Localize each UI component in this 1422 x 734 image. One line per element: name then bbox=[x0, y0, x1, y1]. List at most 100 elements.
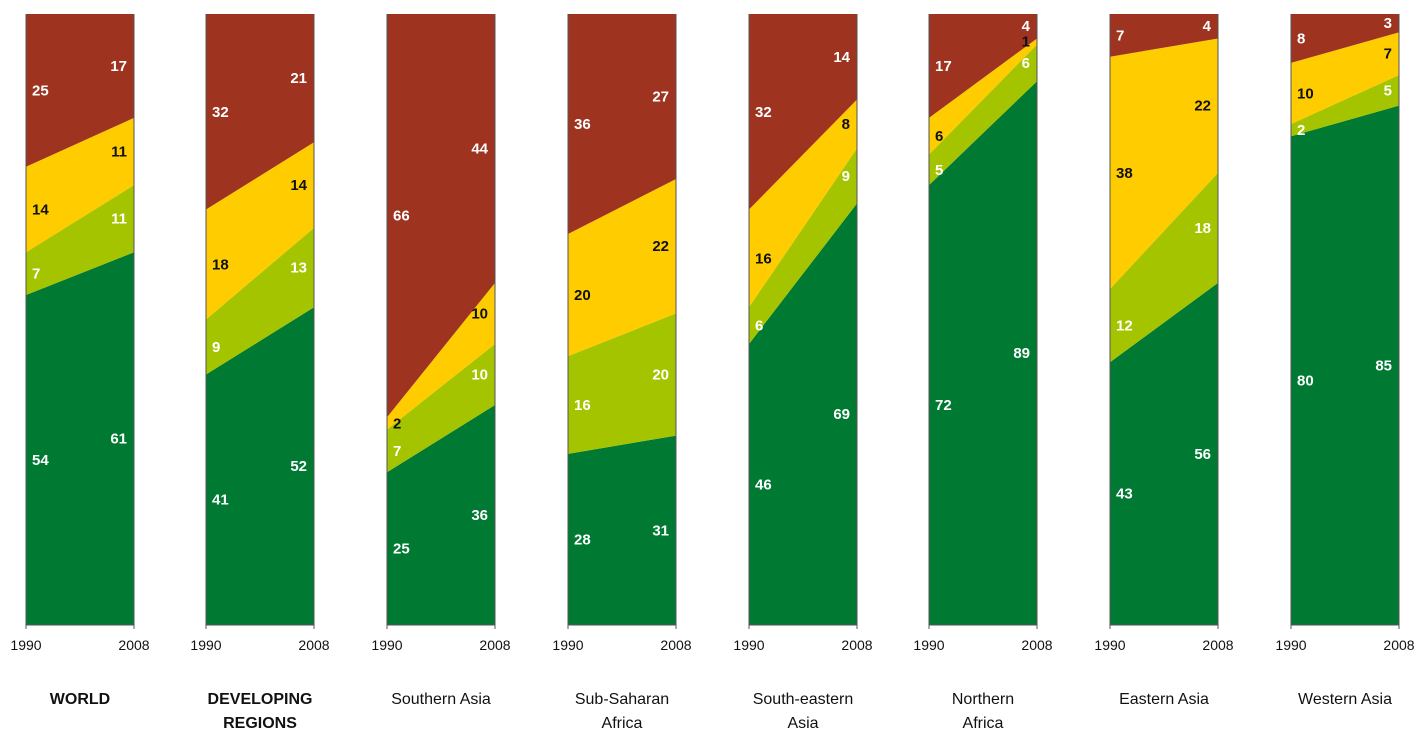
value-label: 8 bbox=[1297, 30, 1305, 47]
region-label: REGIONS bbox=[223, 715, 297, 732]
area-segment_2 bbox=[26, 185, 134, 296]
value-label: 7 bbox=[1384, 46, 1392, 63]
area-segment_1 bbox=[1110, 282, 1218, 625]
value-label: 3 bbox=[1384, 15, 1392, 32]
area-segment_4 bbox=[206, 14, 314, 210]
tick-label-1990: 1990 bbox=[190, 637, 221, 653]
tick-label-2008: 2008 bbox=[118, 637, 149, 653]
value-label: 69 bbox=[833, 406, 850, 423]
value-label: 4 bbox=[1203, 18, 1212, 35]
area-segment_4 bbox=[387, 14, 495, 418]
value-label: 13 bbox=[290, 260, 307, 277]
value-label: 46 bbox=[755, 476, 772, 493]
value-label: 22 bbox=[1194, 98, 1211, 115]
region-label: Eastern Asia bbox=[1119, 691, 1209, 708]
value-label: 28 bbox=[574, 531, 591, 548]
value-label: 6 bbox=[935, 128, 943, 145]
area-segment_3 bbox=[1291, 32, 1399, 124]
tick-label-2008: 2008 bbox=[479, 637, 510, 653]
value-label: 10 bbox=[471, 366, 488, 383]
tick-label-1990: 1990 bbox=[552, 637, 583, 653]
value-label: 25 bbox=[32, 82, 49, 99]
value-label: 20 bbox=[574, 287, 591, 304]
value-label: 7 bbox=[1116, 27, 1124, 44]
value-label: 14 bbox=[32, 202, 49, 219]
value-label: 2 bbox=[1297, 122, 1305, 139]
value-label: 10 bbox=[471, 305, 488, 322]
value-label: 17 bbox=[935, 58, 952, 75]
area-segment_3 bbox=[26, 117, 134, 253]
value-label: 10 bbox=[1297, 85, 1314, 102]
value-label: 43 bbox=[1116, 486, 1133, 503]
area-segment_2 bbox=[206, 227, 314, 375]
value-label: 7 bbox=[393, 443, 401, 460]
area-segment_3 bbox=[568, 178, 676, 357]
region-label: Africa bbox=[963, 715, 1004, 732]
area-segment_4 bbox=[568, 14, 676, 234]
tick-label-1990: 1990 bbox=[10, 637, 41, 653]
area-segment_2 bbox=[1110, 172, 1218, 363]
value-label: 16 bbox=[755, 250, 772, 267]
area-segment_4 bbox=[1291, 14, 1399, 63]
area-segment_1 bbox=[749, 203, 857, 625]
value-label: 85 bbox=[1375, 357, 1392, 374]
tick-label-2008: 2008 bbox=[1383, 637, 1414, 653]
area-segment_2 bbox=[387, 343, 495, 473]
panel-0: 54 61 7 11 14 11 25 17 1990 2008 WORLD bbox=[10, 14, 150, 708]
value-label: 41 bbox=[212, 492, 229, 509]
value-label: 12 bbox=[1116, 318, 1133, 335]
area-segment_1 bbox=[26, 252, 134, 626]
region-label: South-eastern bbox=[753, 691, 854, 708]
tick-label-1990: 1990 bbox=[913, 637, 944, 653]
area-segment_1 bbox=[387, 405, 495, 625]
area-segment_1 bbox=[929, 81, 1037, 625]
area-segment_1 bbox=[206, 307, 314, 625]
area-segment_2 bbox=[929, 44, 1037, 186]
value-label: 54 bbox=[32, 452, 49, 469]
value-label: 22 bbox=[652, 238, 669, 255]
value-label: 6 bbox=[755, 318, 763, 335]
panel-6: 43 56 12 18 38 22 7 4 1990 2008 Eastern Asia bbox=[1094, 14, 1234, 708]
value-label: 44 bbox=[471, 140, 488, 157]
value-label: 7 bbox=[32, 266, 40, 283]
tick-label-1990: 1990 bbox=[1094, 637, 1125, 653]
value-label: 72 bbox=[935, 397, 952, 414]
area-segment_4 bbox=[929, 14, 1037, 118]
value-label: 56 bbox=[1194, 446, 1211, 463]
tick-label-2008: 2008 bbox=[298, 637, 329, 653]
tick-label-2008: 2008 bbox=[841, 637, 872, 653]
value-label: 16 bbox=[574, 397, 591, 414]
value-label: 52 bbox=[290, 458, 307, 475]
area-segment_3 bbox=[749, 99, 857, 308]
value-label: 9 bbox=[212, 339, 220, 356]
panel-5: 72 89 5 6 6 1 17 4 1990 2008 Northern Africa bbox=[913, 14, 1053, 732]
value-label: 36 bbox=[574, 116, 591, 133]
panel-2: 25 36 7 10 2 10 66 44 1990 2008 Southern Asia bbox=[371, 14, 511, 708]
value-label: 1 bbox=[1022, 33, 1030, 50]
value-label: 80 bbox=[1297, 373, 1314, 390]
value-label: 61 bbox=[110, 431, 127, 448]
value-label: 9 bbox=[842, 168, 850, 185]
value-label: 5 bbox=[935, 162, 943, 179]
tick-label-1990: 1990 bbox=[1275, 637, 1306, 653]
value-label: 36 bbox=[471, 507, 488, 524]
value-label: 4 bbox=[1022, 18, 1031, 35]
area-segment_1 bbox=[1291, 105, 1399, 625]
value-label: 18 bbox=[1194, 220, 1211, 237]
value-label: 32 bbox=[755, 104, 772, 121]
panel-7: 80 85 2 5 10 7 8 3 1990 2008 Western Asia bbox=[1275, 14, 1415, 708]
panel-1: 41 52 9 13 18 14 32 21 1990 2008 DEVELOPING REGIONS bbox=[190, 14, 330, 732]
value-label: 21 bbox=[290, 70, 307, 87]
value-label: 20 bbox=[652, 366, 669, 383]
value-label: 14 bbox=[290, 177, 307, 194]
region-label: Southern Asia bbox=[391, 691, 491, 708]
area-segment_3 bbox=[387, 282, 495, 430]
area-segment_4 bbox=[26, 14, 134, 167]
value-label: 6 bbox=[1022, 55, 1030, 72]
region-label: Asia bbox=[787, 715, 818, 732]
area-segment_2 bbox=[749, 148, 857, 344]
value-label: 8 bbox=[842, 116, 850, 133]
value-label: 89 bbox=[1013, 345, 1030, 362]
